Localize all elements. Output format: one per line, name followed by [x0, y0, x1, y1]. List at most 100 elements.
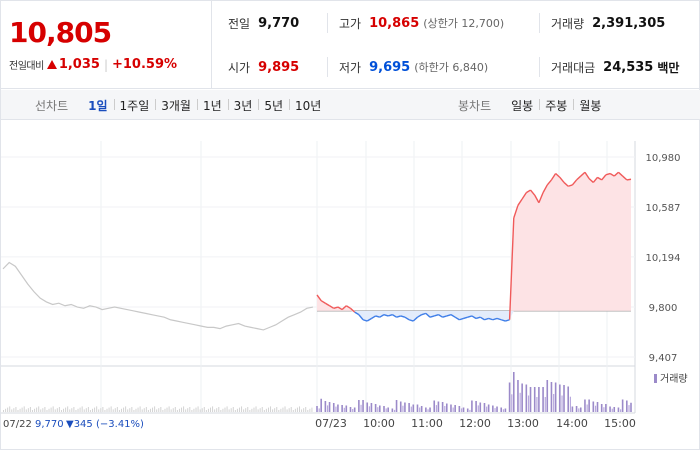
price-segment: [421, 312, 427, 316]
volume-bar: [85, 408, 87, 412]
volume-bar: [305, 407, 307, 412]
volume-bar: [245, 408, 247, 412]
volume-bar: [162, 410, 164, 412]
price-segment: [475, 316, 481, 320]
tab-1d[interactable]: 1일: [88, 98, 108, 113]
volume-bar: [139, 406, 141, 412]
volume-bar: [133, 410, 135, 412]
volume-bar: [278, 410, 280, 412]
volume-bar: [89, 410, 91, 412]
tab-1w[interactable]: 1주일: [113, 97, 156, 114]
volume-bar: [387, 407, 389, 412]
volume-bar: [257, 409, 259, 412]
volume-bar: [131, 407, 133, 412]
volume-bar: [199, 409, 201, 412]
up-arrow-icon: [46, 60, 57, 69]
price-segment: [434, 313, 439, 317]
up-area-fill: [317, 172, 631, 311]
volume-bar: [183, 406, 185, 412]
volume-bar: [141, 409, 143, 412]
y-tick-label: 10,194: [646, 253, 681, 264]
price-segment: [559, 176, 565, 183]
volume-bar: [362, 400, 364, 412]
volume-bar: [617, 407, 620, 412]
price-segment: [496, 317, 502, 321]
tab-3m[interactable]: 3개월: [155, 97, 197, 114]
volume-bar: [290, 407, 292, 412]
tab-10y[interactable]: 10년: [289, 97, 327, 114]
volume-bar: [613, 407, 616, 412]
volume-bar: [75, 410, 77, 412]
volume-bar: [154, 406, 156, 412]
volume-bar: [274, 408, 276, 412]
volume-bar: [462, 407, 465, 412]
volume-bar: [425, 407, 427, 412]
volume-bar: [36, 407, 38, 412]
amount-unit: 백만: [657, 60, 680, 75]
tab-daily[interactable]: 일봉: [511, 98, 534, 113]
volume-bar: [71, 408, 73, 412]
volume-bar: [486, 406, 488, 412]
price-segment: [484, 317, 489, 321]
volume-bar: [399, 401, 402, 412]
volume-bar: [54, 409, 56, 412]
prev-day-line: [2, 261, 314, 331]
volume-bar: [492, 405, 494, 412]
volume-bar: [328, 402, 331, 412]
volume-bar: [366, 402, 369, 412]
volume-bar: [203, 407, 205, 412]
price-chart-svg: 10,980 10,587 10,194 9,800 9,407 거래량 07/22 9…: [1, 121, 688, 430]
tab-5y[interactable]: 5년: [258, 97, 289, 114]
volume-bar: [191, 410, 193, 412]
price-chart[interactable]: 10,980 10,587 10,194 9,800 9,407 거래량 07/22 9…: [1, 121, 700, 450]
tab-3y[interactable]: 3년: [227, 97, 259, 114]
volume-bar: [181, 407, 183, 412]
price-segment: [622, 175, 628, 181]
volume-bar: [544, 397, 546, 412]
volume-bar: [408, 403, 410, 412]
volume-bar: [536, 397, 538, 412]
volume-bar: [311, 407, 313, 412]
volume-bar: [241, 406, 243, 412]
volume-bar: [226, 406, 228, 412]
price-segment: [417, 314, 423, 318]
volume-bar: [433, 400, 436, 412]
volume-bar: [452, 407, 454, 412]
volume-bar: [296, 407, 298, 412]
volume-bar: [261, 407, 263, 412]
volume-bar: [243, 409, 245, 412]
tab-weekly[interactable]: 주봉: [539, 97, 573, 114]
volume-bar: [326, 405, 329, 412]
volume-bar: [504, 408, 507, 412]
volume-bar: [234, 410, 236, 412]
volume-bar: [96, 406, 98, 412]
volume-bar: [27, 408, 29, 412]
volume-bar: [15, 407, 17, 412]
x-tick-label: 15:00: [604, 417, 636, 430]
tab-monthly[interactable]: 월봉: [573, 97, 607, 114]
volume-bar: [187, 408, 189, 412]
volume-bar: [444, 406, 446, 412]
price-segment: [350, 307, 356, 313]
volume-bar: [525, 384, 528, 412]
price-segment: [505, 319, 510, 322]
info-grid: 전일 9,770 고가 10,865 (상한가 12,700) 거래량 2,39…: [213, 1, 700, 89]
high-label: 고가: [339, 16, 362, 31]
volume-bar: [538, 387, 540, 412]
volume-bar: [429, 407, 431, 412]
volume-bar: [487, 404, 490, 412]
price-segment: [550, 173, 557, 181]
volume-bar: [156, 409, 158, 412]
line-chart-label: 선차트: [35, 98, 69, 113]
tab-1y[interactable]: 1년: [196, 97, 228, 114]
volume-bar: [270, 406, 272, 412]
volume-bar: [7, 407, 9, 412]
volume-bar: [149, 408, 151, 412]
volume-bar: [249, 410, 251, 412]
price-segment: [404, 316, 410, 321]
volume-bar: [500, 407, 503, 412]
price-segment: [555, 173, 561, 178]
volume-bar: [324, 401, 327, 412]
volume-bar: [212, 406, 214, 412]
volume-bar: [158, 408, 160, 412]
